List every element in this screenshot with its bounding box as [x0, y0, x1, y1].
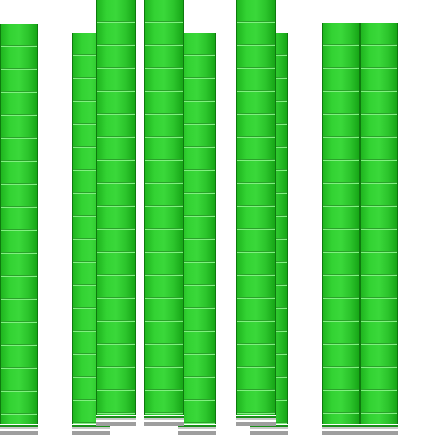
green-strip: [144, 0, 184, 426]
green-strip: [0, 24, 38, 435]
green-strip: [360, 23, 398, 435]
green-strip: [236, 0, 276, 426]
green-strip: [96, 0, 136, 426]
green-strip: [178, 33, 216, 435]
green-strip: [322, 23, 360, 435]
